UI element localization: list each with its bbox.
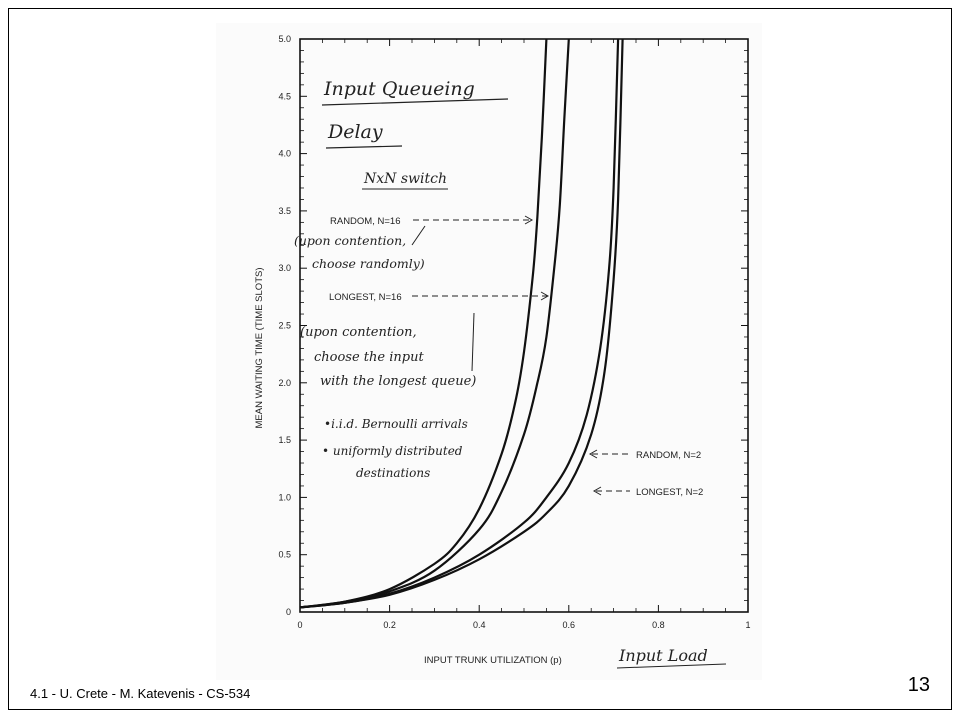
label-random-16: RANDOM, N=16 (330, 216, 400, 227)
pointer-random-16 (411, 225, 426, 246)
note-longest-16-line-1: (upon contention, (300, 325, 417, 340)
chart: Input Queueing Delay NxN switch RANDOM, … (254, 34, 751, 669)
curve-longest-n2 (299, 38, 624, 609)
note-longest-16-line-2: choose the input (314, 350, 424, 365)
note-random-16-line-1: (upon contention, (294, 233, 406, 248)
handwritten-label-underline (616, 663, 727, 669)
arrowhead-random-2 (588, 449, 598, 459)
y-tick-label: 0 (286, 607, 291, 617)
x-axis-title: INPUT TRUNK UTILIZATION (p) (424, 655, 562, 666)
y-tick-label: 2.5 (278, 321, 291, 331)
page-number: 13 (907, 674, 930, 696)
label-longest-2: LONGEST, N=2 (636, 487, 703, 498)
bullet-uniform: • uniformly distributed (322, 444, 463, 458)
y-tick-label: 4.0 (278, 149, 291, 159)
arrowhead-random-16 (524, 215, 534, 225)
chart-title: Input Queueing (323, 78, 475, 100)
arrowhead-longest-16 (540, 291, 550, 301)
bullet-bernoulli: •i.i.d. Bernoulli arrivals (324, 417, 468, 431)
x-tick-label: 0.6 (563, 620, 576, 630)
y-axis-title: MEAN WAITING TIME (TIME SLOTS) (254, 268, 265, 429)
pointer-longest-16 (471, 312, 475, 372)
x-tick-label: 0 (297, 620, 302, 630)
bullet-destinations: destinations (356, 466, 430, 480)
label-random-2: RANDOM, N=2 (636, 450, 701, 461)
curve-random-n16 (299, 38, 548, 609)
y-tick-label: 3.0 (278, 263, 291, 273)
slide-footer: 4.1 - U. Crete - M. Katevenis - CS-534 (30, 686, 251, 701)
y-tick-label: 0.5 (278, 550, 291, 560)
x-tick-label: 0.2 (383, 620, 396, 630)
chart-subtitle: Delay (327, 121, 383, 143)
y-tick-label: 5.0 (278, 34, 291, 44)
y-tick-label: 4.5 (278, 91, 291, 101)
x-tick-label: 1 (745, 620, 750, 630)
curve-random-n2 (299, 38, 620, 609)
y-tick-label: 1.5 (278, 435, 291, 445)
label-longest-16: LONGEST, N=16 (329, 292, 402, 303)
arrowhead-longest-2 (592, 486, 602, 496)
annotation-switch: NxN switch (363, 171, 447, 187)
subtitle-underline (325, 145, 403, 149)
x-tick-label: 0.8 (652, 620, 665, 630)
curve-longest-n16 (299, 38, 570, 609)
x-axis-handwritten-label: Input Load (618, 646, 708, 665)
x-tick-label: 0.4 (473, 620, 486, 630)
y-tick-label: 2.0 (278, 378, 291, 388)
y-tick-label: 3.5 (278, 206, 291, 216)
title-underline (321, 98, 509, 106)
scanned-figure-background (216, 23, 762, 680)
y-tick-label: 1.0 (278, 492, 291, 502)
note-longest-16-line-3: with the longest queue) (320, 374, 476, 389)
note-random-16-line-2: choose randomly) (312, 256, 425, 271)
